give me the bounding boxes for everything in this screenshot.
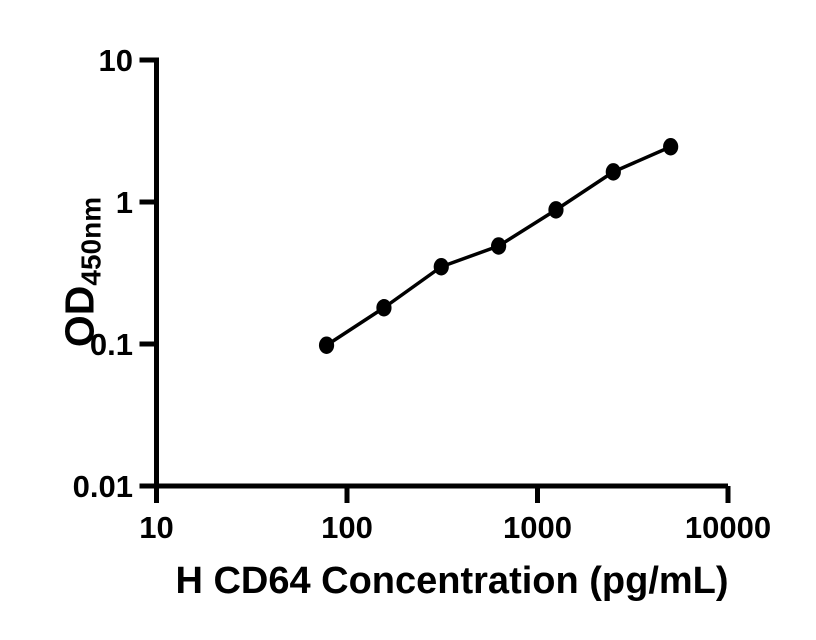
y-tick-label-1: 1 (116, 185, 133, 220)
y-tick-label-0.01: 0.01 (73, 469, 133, 504)
y-axis-title-main: OD (56, 285, 103, 348)
y-axis-title-subscript: 450nm (75, 196, 107, 286)
data-point-625 (491, 237, 507, 255)
x-tick-label-1000: 1000 (503, 510, 572, 545)
data-point-78.1 (318, 336, 335, 354)
x-tick-label-10000: 10000 (685, 510, 771, 545)
x-tick-label-10: 10 (139, 510, 173, 545)
data-point-5000 (663, 138, 679, 156)
axes-and-ticks (139, 57, 731, 503)
y-tick-label-10: 10 (99, 43, 133, 78)
data-point-156.3 (376, 299, 392, 317)
data-point-1250 (548, 201, 564, 219)
data-point-2500 (605, 163, 621, 181)
x-axis-title: H CD64 Concentration (pg/mL) (175, 560, 729, 602)
x-tick-label-100: 100 (321, 510, 373, 545)
y-axis-title: OD450nm (56, 197, 107, 348)
y-tick-label-0.1: 0.1 (90, 327, 133, 362)
data-point-312.5 (433, 258, 449, 276)
